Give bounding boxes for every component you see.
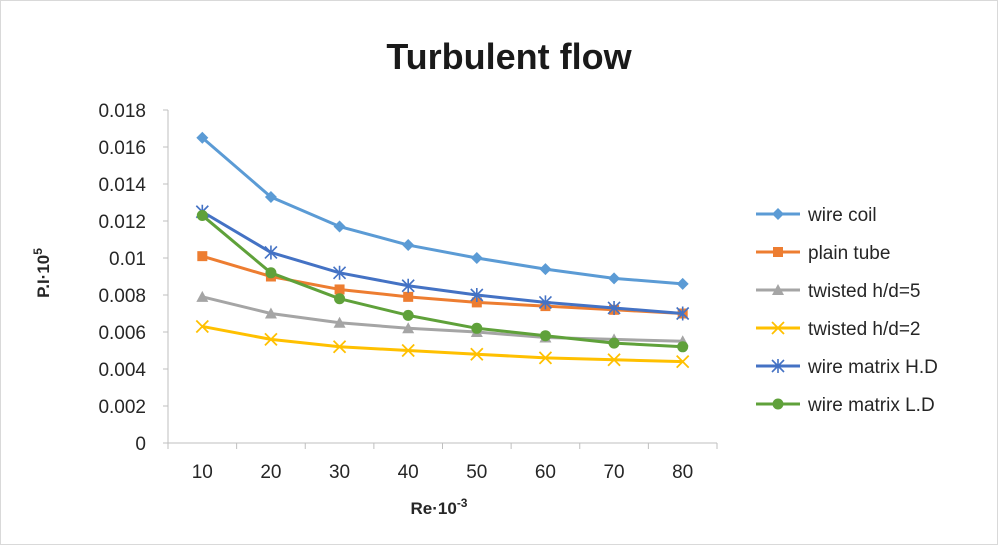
legend-item: twisted h/d=5	[756, 281, 921, 302]
data-point	[333, 220, 346, 233]
data-point	[334, 293, 346, 305]
data-point	[470, 347, 484, 361]
data-point	[402, 322, 415, 334]
data-point	[195, 319, 209, 334]
data-point	[402, 309, 414, 321]
x-tick-label: 60	[535, 462, 556, 483]
legend-label: twisted h/d=2	[808, 319, 921, 340]
data-point	[538, 295, 553, 310]
x-tick-label: 40	[398, 462, 419, 483]
data-point	[334, 284, 345, 295]
data-point	[401, 343, 415, 358]
x-axis-title: Re·10-3	[411, 496, 468, 518]
data-point	[607, 300, 621, 315]
data-point	[332, 265, 347, 280]
y-tick-label: 0.016	[98, 138, 146, 159]
series-wire-matrix-h-d	[195, 204, 690, 321]
y-tick-label: 0.008	[98, 286, 146, 307]
y-tick-label: 0.018	[98, 101, 146, 122]
data-point	[471, 322, 483, 334]
y-axis-title: P.I·105	[31, 248, 53, 298]
data-point	[197, 251, 208, 262]
data-point	[264, 190, 277, 203]
legend-label: wire matrix H.D	[807, 357, 938, 378]
x-tick-label: 20	[260, 462, 281, 483]
legend-item: plain tube	[756, 243, 890, 264]
data-point	[538, 351, 553, 365]
legend-swatch-marker	[771, 321, 785, 335]
y-tick-label: 0.012	[98, 212, 146, 233]
legend-item: wire matrix H.D	[756, 357, 938, 378]
legend-label: plain tube	[808, 243, 890, 264]
x-axis-title-sup: -3	[457, 496, 468, 510]
legend-item: twisted h/d=2	[756, 319, 921, 340]
chart-title: Turbulent flow	[386, 36, 632, 77]
y-tick-label: 0.006	[98, 323, 146, 344]
data-point	[470, 288, 484, 302]
legend-swatch-marker	[772, 398, 784, 410]
data-point	[539, 330, 551, 342]
data-point	[333, 316, 346, 328]
data-point	[402, 239, 415, 252]
y-axis-title-sup: 5	[31, 248, 45, 255]
x-tick-label: 70	[603, 462, 624, 483]
data-point	[196, 131, 209, 144]
series-wire-matrix-l-d	[196, 209, 689, 353]
x-axis-ticks: 10 20 30 40 50 60 70 80	[167, 443, 718, 483]
data-point	[471, 297, 482, 308]
data-point	[676, 277, 689, 290]
y-tick-label: 0.002	[98, 397, 146, 418]
x-tick-label: 30	[329, 462, 350, 483]
legend-item: wire matrix L.D	[756, 395, 935, 416]
y-axis-title-base: P.I·10	[34, 255, 53, 298]
data-point	[264, 245, 278, 260]
data-point	[608, 337, 620, 349]
series-line	[201, 210, 683, 315]
series-line	[201, 136, 683, 286]
data-point	[470, 252, 483, 264]
y-axis-ticks: 0 0.002 0.004 0.006 0.008 0.01 0.012 0.014 0.016…	[98, 101, 168, 455]
x-axis-title-base: Re·10	[411, 499, 457, 518]
x-tick-label: 80	[672, 462, 693, 483]
series-layer	[195, 131, 690, 369]
legend-swatch-marker	[771, 359, 785, 373]
data-point	[403, 291, 414, 302]
data-point	[264, 307, 277, 319]
legend-item: wire coil	[756, 205, 877, 226]
series-wire-coil	[196, 131, 689, 290]
y-tick-label: 0	[135, 434, 146, 455]
data-point	[264, 332, 278, 347]
data-point	[196, 290, 209, 302]
data-point	[539, 263, 552, 276]
data-point	[196, 209, 208, 221]
legend-label: wire matrix L.D	[807, 395, 935, 416]
data-point	[401, 278, 415, 293]
y-tick-label: 0.004	[98, 360, 146, 381]
series-twisted-h-d-2	[195, 319, 690, 369]
data-point	[608, 272, 621, 285]
legend: wire coil plain tube twisted h/d=5 twisted …	[756, 205, 938, 416]
data-point	[607, 353, 621, 367]
legend-swatch-marker	[772, 208, 784, 220]
legend-label: twisted h/d=5	[808, 281, 921, 302]
legend-label: wire coil	[807, 205, 877, 226]
series-line	[202, 324, 683, 364]
y-tick-label: 0.014	[98, 175, 146, 196]
x-tick-label: 50	[466, 462, 487, 483]
data-point	[265, 267, 277, 279]
series-line	[201, 214, 683, 349]
series-line	[201, 295, 683, 343]
legend-swatch-marker	[773, 247, 783, 257]
data-point	[677, 341, 689, 353]
data-point	[676, 306, 690, 321]
x-tick-label: 10	[192, 462, 213, 483]
data-point	[676, 354, 690, 369]
y-tick-label: 0.01	[109, 249, 146, 270]
data-point	[332, 340, 347, 354]
legend-swatch-marker	[772, 284, 784, 295]
